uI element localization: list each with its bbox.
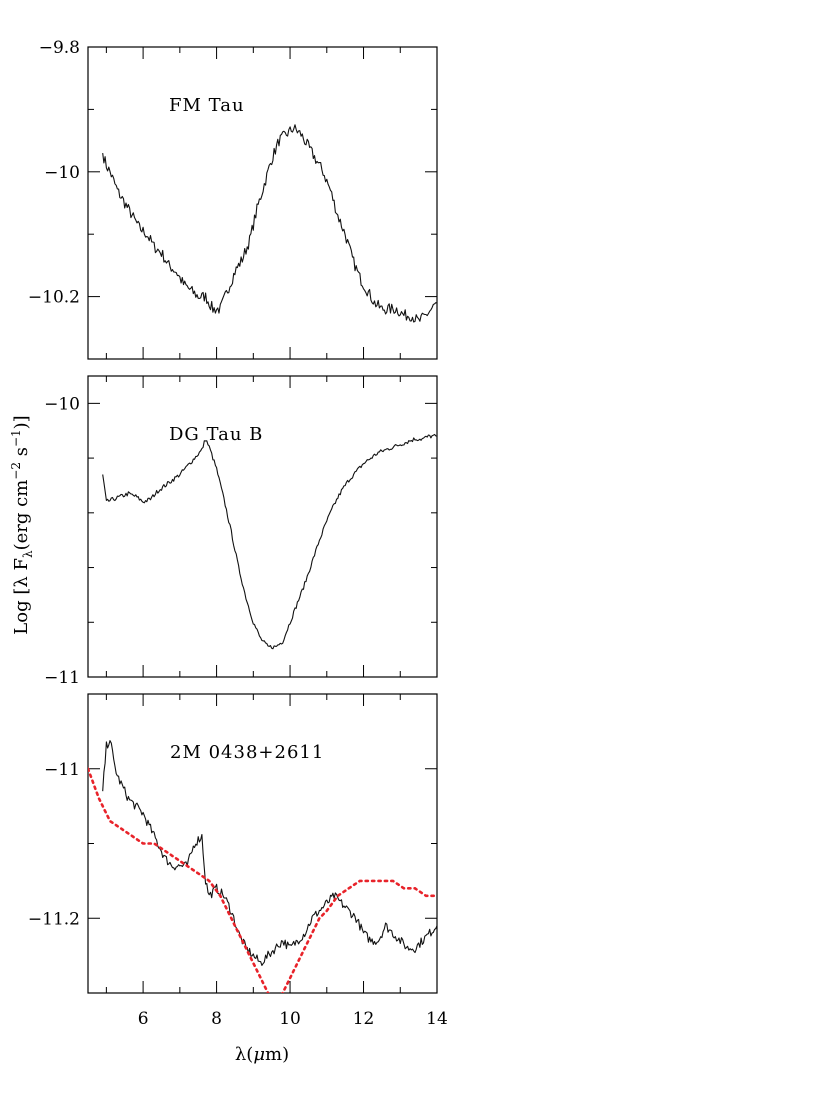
y-axis-label: Log [λ Fλ(erg cm−2 s−1)] (9, 415, 35, 634)
panel-label: 2M 0438+2611 (170, 742, 324, 763)
y-tick-label: −10.2 (28, 288, 80, 308)
series-group (102, 124, 437, 323)
x-axis-label-prefix: λ( (235, 1044, 253, 1065)
x-tick-label: 10 (279, 1009, 301, 1029)
x-tick-label: 6 (138, 1009, 149, 1029)
x-axis-label: λ(μm) (235, 1044, 289, 1065)
y-axis-label-sup1: −2 (9, 462, 23, 480)
series-observed-line (102, 433, 437, 650)
series-group (88, 740, 437, 993)
x-axis-label-suffix: m) (265, 1044, 289, 1065)
y-axis-label-sub: λ (21, 550, 35, 558)
y-tick-label: −9.8 (39, 38, 80, 58)
y-axis-label-sup2: −1 (9, 429, 23, 447)
y-tick-label: −11 (44, 760, 80, 780)
y-axis-label-part3: s (11, 447, 32, 462)
y-axis-label-part4: )] (11, 415, 32, 429)
series-group (102, 433, 437, 650)
y-tick-label: −11.2 (28, 909, 80, 929)
series-observed-line (102, 740, 437, 966)
panel-frame (87, 693, 438, 994)
y-tick-label: −10 (44, 163, 80, 183)
x-tick-label: 14 (426, 1009, 448, 1029)
y-tick-label: −11 (44, 668, 80, 688)
panel-1: −9.8 −10 −10.2 FM Tau (28, 38, 438, 360)
panel-3: −11 −11.2 2M 0438+2611 (28, 693, 438, 994)
series-observed-line (102, 124, 437, 323)
y-axis-label-part1: Log [λ F (11, 558, 32, 635)
panel-frame (87, 46, 438, 360)
panels-group: −9.8 −10 −10.2 FM Tau −10 −11 DG Tau B −11 −11.2… (28, 38, 438, 994)
x-axis-label-mu: μ (253, 1044, 265, 1065)
panel-label: DG Tau B (169, 424, 263, 445)
panel-frame (87, 375, 438, 678)
x-axis: 6 8 10 12 14 (138, 1009, 448, 1029)
x-tick-label: 12 (353, 1009, 375, 1029)
y-tick-label: −10 (44, 394, 80, 414)
panel-2: −10 −11 DG Tau B (44, 375, 438, 688)
panel-label: FM Tau (169, 95, 245, 116)
series-model-line (88, 767, 437, 993)
y-axis-label-part2: (erg cm (11, 480, 32, 551)
x-tick-label: 8 (211, 1009, 222, 1029)
